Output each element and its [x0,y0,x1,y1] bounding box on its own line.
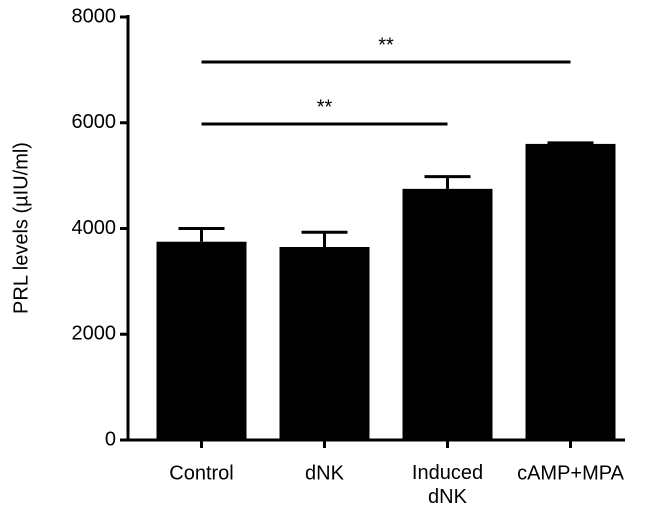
y-tick-label: 2000 [72,323,117,345]
y-tick-label: 8000 [72,5,117,27]
error-bar [424,175,471,189]
bar [402,188,493,440]
y-tick-label: 4000 [72,217,117,239]
y-axis-label: PRL levels (µIU/ml) [10,142,32,314]
y-tick-label: 0 [105,428,116,450]
significance-label: ** [317,96,333,118]
x-tick-label: Induced dNK [412,462,483,508]
error-bar [178,227,225,242]
x-tick-label: Control [169,462,233,484]
bar [156,241,247,440]
error-bar [301,230,348,248]
error-bar [547,141,594,145]
bar [525,143,616,440]
x-tick-label: cAMP+MPA [517,462,625,484]
bar [279,247,370,440]
significance-label: ** [378,34,394,56]
y-tick-label: 6000 [72,111,117,133]
x-tick-label: dNK [305,462,345,484]
